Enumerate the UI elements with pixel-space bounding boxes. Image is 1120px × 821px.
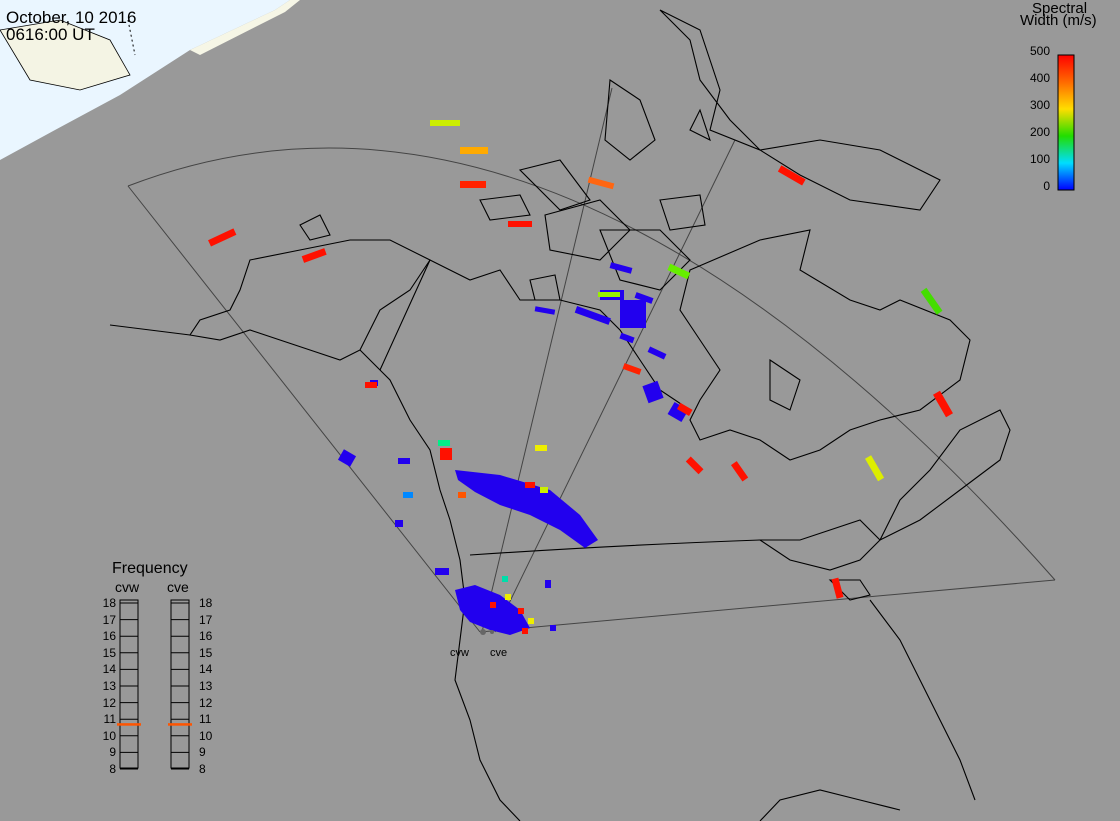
frequency-level-label: 17 <box>199 612 213 627</box>
colorbar-tick-label: 500 <box>1029 44 1050 58</box>
colorbar-tick-label: 200 <box>1029 125 1050 139</box>
colorbar-title-line1: Spectral <box>1032 0 1088 17</box>
coastlines <box>109 9 1011 821</box>
frequency-level-label: 13 <box>199 679 213 693</box>
cvw-column-label: cvw <box>115 579 140 595</box>
cve-column-label: cve <box>167 579 189 595</box>
dotted-terminator <box>127 19 136 56</box>
fov-outline <box>127 87 1056 633</box>
frequency-level-label: 9 <box>109 745 116 760</box>
frequency-level-label: 18 <box>102 596 116 610</box>
station-label-cve: cve <box>490 647 508 659</box>
cvw-frequency-marker <box>117 723 141 726</box>
frequency-level-label: 8 <box>199 762 206 776</box>
station-marker-cvw <box>480 629 486 635</box>
colorbar-tick-label: 100 <box>1029 152 1050 166</box>
colorbar-tick-label: 0 <box>1043 179 1050 193</box>
frequency-level-label: 10 <box>199 728 213 743</box>
scatter-blue <box>337 262 689 635</box>
time-label: 0616:00 UT <box>6 25 95 44</box>
frequency-level-label: 15 <box>199 645 213 660</box>
frequency-level-label: 17 <box>102 612 116 627</box>
sunlit-band <box>190 0 300 55</box>
frequency-level-label: 15 <box>102 645 116 660</box>
sunlit-greenland-tip <box>0 19 131 91</box>
frequency-level-label: 9 <box>199 745 206 760</box>
frequency-level-label: 11 <box>199 712 212 727</box>
frequency-level-label: 8 <box>109 762 116 776</box>
colorbar-tick-label: 300 <box>1029 98 1050 112</box>
station-marker-cve <box>490 630 494 634</box>
frequency-level-label: 12 <box>102 695 116 710</box>
frequency-gauges <box>119 599 190 770</box>
frequency-level-label: 14 <box>199 662 213 677</box>
frequency-title: Frequency <box>112 560 188 577</box>
frequency-level-label: 16 <box>199 629 213 644</box>
frequency-level-label: 12 <box>199 695 213 710</box>
colorbar <box>1057 54 1075 191</box>
station-label-cvw: cvw <box>450 647 469 659</box>
colorbar-tick-label: 400 <box>1029 71 1050 85</box>
frequency-level-label: 10 <box>102 728 116 743</box>
cve-frequency-marker <box>168 723 192 726</box>
date-label: October, 10 2016 <box>6 8 137 27</box>
frequency-level-label: 16 <box>102 629 116 644</box>
scatter-colored <box>208 120 953 634</box>
frequency-level-label: 14 <box>102 662 116 677</box>
frequency-level-label: 18 <box>199 596 213 610</box>
frequency-level-label: 11 <box>103 712 116 727</box>
colorbar-title-line2: Width (m/s) <box>1020 12 1097 29</box>
frequency-level-label: 13 <box>102 679 116 693</box>
